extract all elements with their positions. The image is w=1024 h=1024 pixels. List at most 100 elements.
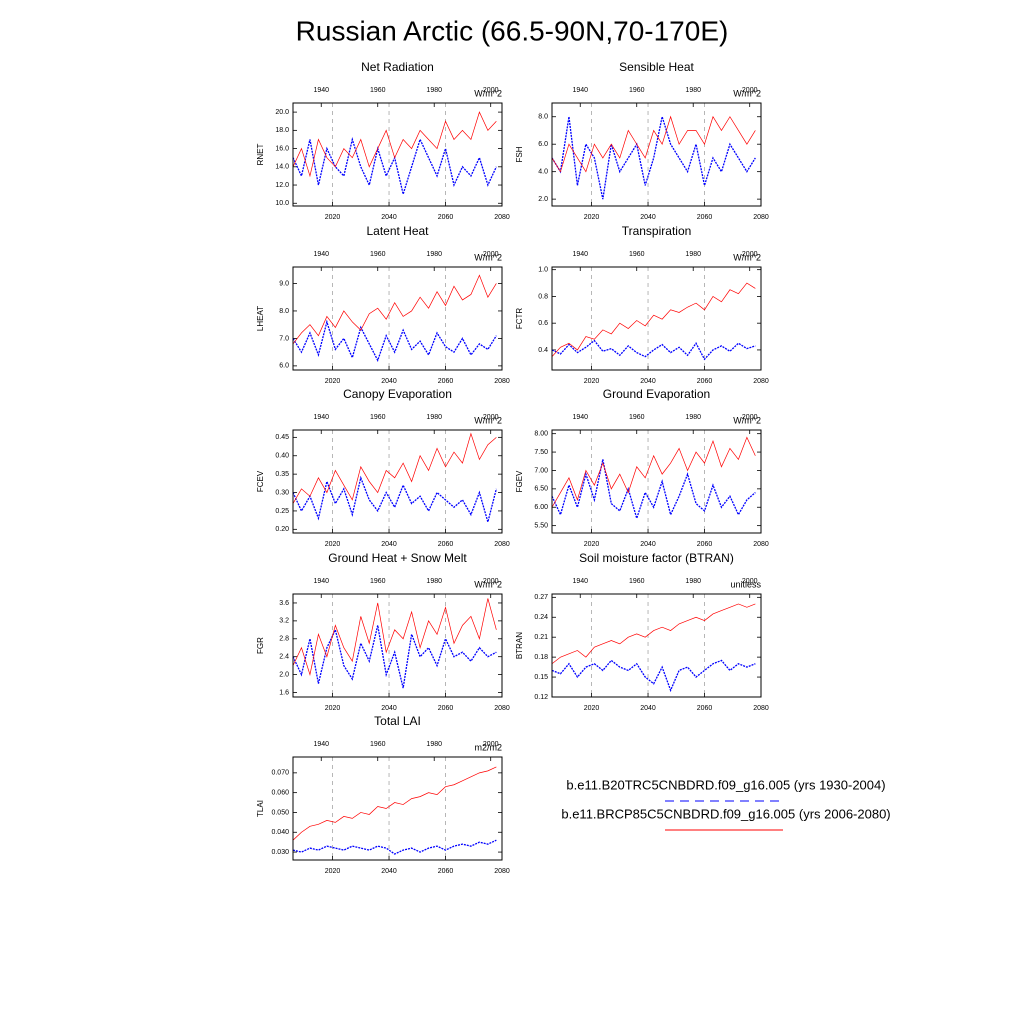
y-tick-label: 0.070 [271,770,289,777]
x-tick-label: 2040 [640,214,656,221]
x2-tick-label: 1940 [572,578,588,585]
x-tick-label: 2020 [325,378,341,385]
plot-frame [551,429,762,534]
series-line [551,339,756,361]
figure-title: Russian Arctic (66.5-90N,70-170E) [296,15,729,46]
x2-tick-label: 1980 [426,87,442,94]
y-tick-label: 1.0 [538,267,548,274]
unit-label: W/m^2 [733,88,761,98]
x-tick-label: 2040 [640,378,656,385]
plot-frame [292,102,503,207]
y-tick-label: 0.18 [534,654,548,661]
x-tick-label: 2080 [494,868,510,875]
x2-tick-label: 1980 [426,578,442,585]
y-tick-label: 0.6 [538,320,548,327]
y-axis-label: FGR [256,637,265,654]
x2-tick-label: 1980 [426,251,442,258]
y-tick-label: 0.060 [271,789,289,796]
x2-tick-label: 1960 [370,87,386,94]
x-tick-label: 2020 [325,214,341,221]
x2-tick-label: 1940 [313,87,329,94]
x-tick-label: 2060 [438,214,454,221]
series-line [551,603,756,665]
unit-label: W/m^2 [474,415,502,425]
y-tick-label: 0.050 [271,809,289,816]
panel-title: Net Radiation [361,60,434,74]
unit-label: m2/m2 [474,742,502,752]
panel-title: Canopy Evaporation [343,387,452,401]
x2-tick-label: 1980 [685,251,701,258]
x2-tick-label: 2000 [483,741,499,748]
panel-title: Latent Heat [366,224,429,238]
y-axis-label: RNET [256,144,265,166]
x-tick-label: 2060 [697,705,713,712]
x2-tick-label: 1960 [629,251,645,258]
y-tick-label: 8.0 [279,308,289,315]
series-line [551,282,756,357]
unit-label: unitless [730,579,761,589]
y-axis-label: BTRAN [515,632,524,659]
x-tick-label: 2020 [584,378,600,385]
y-tick-label: 16.0 [275,145,289,152]
y-axis-label: FGEV [515,470,524,492]
x2-tick-label: 1960 [370,741,386,748]
unit-label: W/m^2 [733,252,761,262]
series-line [292,274,497,345]
x-tick-label: 2020 [325,868,341,875]
y-tick-label: 1.6 [279,689,289,696]
x-tick-label: 2020 [584,214,600,221]
x2-tick-label: 1980 [426,414,442,421]
y-tick-label: 10.0 [275,200,289,207]
x2-tick-label: 1960 [629,578,645,585]
x-tick-label: 2040 [381,378,397,385]
y-tick-label: 9.0 [279,280,289,287]
y-axis-label: TLAI [256,800,265,817]
x2-tick-label: 2000 [483,414,499,421]
x-tick-label: 2060 [438,705,454,712]
x-tick-label: 2020 [325,705,341,712]
unit-label: W/m^2 [474,579,502,589]
x-tick-label: 2040 [640,705,656,712]
x2-tick-label: 1940 [313,414,329,421]
x2-tick-label: 1940 [313,741,329,748]
plot-frame [551,266,762,371]
unit-label: W/m^2 [474,88,502,98]
plot-frame [292,593,503,698]
x2-tick-label: 2000 [742,578,758,585]
y-tick-label: 0.27 [534,594,548,601]
plot-frame [292,756,503,861]
unit-label: W/m^2 [733,415,761,425]
x2-tick-label: 1960 [370,578,386,585]
x2-tick-label: 2000 [742,87,758,94]
x2-tick-label: 1940 [313,578,329,585]
y-tick-label: 0.030 [271,849,289,856]
y-tick-label: 18.0 [275,127,289,134]
x2-tick-label: 1940 [572,87,588,94]
series-line [292,839,497,855]
plot-frame [292,429,503,534]
y-tick-label: 0.15 [534,674,548,681]
x-tick-label: 2080 [494,378,510,385]
series-line [292,432,497,504]
y-tick-label: 3.2 [279,618,289,625]
x-tick-label: 2040 [381,868,397,875]
x2-tick-label: 1940 [313,251,329,258]
x2-tick-label: 1980 [685,414,701,421]
x2-tick-label: 1980 [426,741,442,748]
y-tick-label: 8.00 [534,431,548,438]
x2-tick-label: 2000 [742,251,758,258]
plot-frame [551,593,762,698]
y-tick-label: 2.8 [279,636,289,643]
x2-tick-label: 1940 [572,414,588,421]
legend-label: b.e11.BRCP85C5CNBDRD.f09_g16.005 (yrs 20… [561,806,890,821]
series-line [292,319,497,363]
unit-label: W/m^2 [474,252,502,262]
x2-tick-label: 2000 [483,87,499,94]
y-tick-label: 8.0 [538,114,548,121]
panel-title: Ground Heat + Snow Melt [328,551,467,565]
y-tick-label: 20.0 [275,109,289,116]
x-tick-label: 2060 [438,378,454,385]
y-tick-label: 0.040 [271,829,289,836]
y-tick-label: 4.0 [538,169,548,176]
panel-title: Sensible Heat [619,60,694,74]
